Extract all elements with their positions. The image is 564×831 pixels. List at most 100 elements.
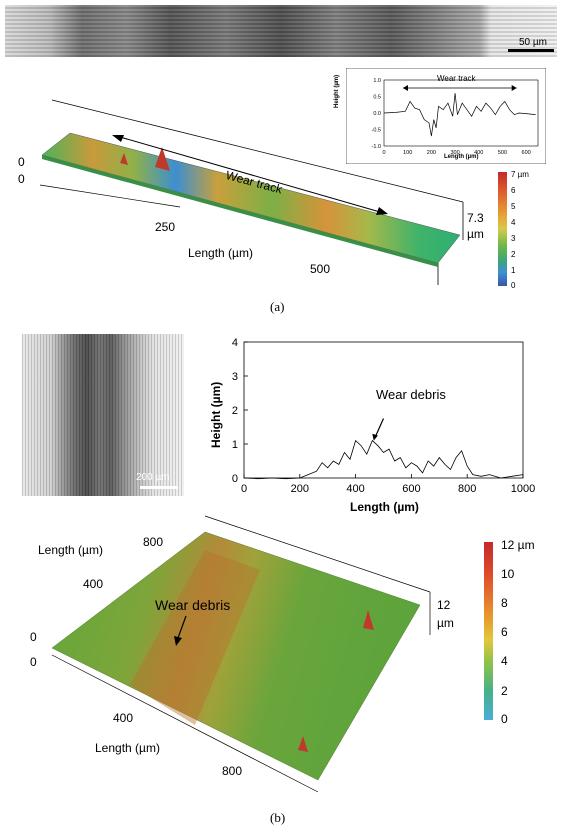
- tick-400-b2: 400: [113, 711, 134, 725]
- chart-b: 0 200 400 600 800 1000 4 3 2 1 0: [232, 337, 535, 495]
- colorbar-b-tick: 4: [501, 654, 508, 668]
- height-label-a1: 7.3: [467, 211, 484, 225]
- inset-y-tick: -1.0: [372, 144, 381, 150]
- colorbar-a-tick: 6: [511, 186, 516, 195]
- tick-800-b2: 800: [222, 764, 243, 778]
- inset-chart-frame: [346, 68, 546, 164]
- chart-b-x-tick: 600: [402, 483, 420, 495]
- box-edge: [39, 184, 181, 208]
- inset-x-tick: 200: [427, 150, 436, 156]
- arrow-head: [376, 207, 388, 215]
- colorbar-a-tick: 1: [511, 266, 516, 275]
- inset-x-tick: 400: [474, 150, 483, 156]
- scale-bar-b: [140, 486, 178, 489]
- tick-800-b1: 800: [143, 535, 164, 549]
- inset-x-tick: 600: [522, 150, 531, 156]
- colorbar-a-tick: 2: [511, 250, 516, 259]
- chart-b-y-tick: 4: [232, 337, 238, 349]
- chart-b-ylabel: Height (µm): [209, 381, 223, 448]
- chart-b-series-line: [243, 439, 524, 480]
- micrograph-b: 200 µm: [22, 334, 184, 496]
- tick-0-a1: 0: [18, 155, 25, 169]
- tick-0-b2: 0: [30, 655, 37, 669]
- chart-b-x-tick: 800: [458, 483, 476, 495]
- scale-bar-a-label: 50 µm: [519, 37, 547, 48]
- chart-b-y-tick: 1: [232, 439, 238, 451]
- wear-track-arrow: [119, 136, 381, 213]
- wear-track-edge: [42, 155, 438, 267]
- surface-b-mesh: [51, 531, 421, 781]
- tick-500-a: 500: [310, 262, 331, 276]
- inset-y-tick: 0.5: [373, 95, 381, 101]
- tick-0-b1: 0: [30, 630, 37, 644]
- chart-b-x-tick: 1000: [511, 483, 535, 495]
- chart-b-annotation: Wear debris: [376, 387, 446, 402]
- micrograph-a: 50 µm: [5, 5, 557, 57]
- colorbar-b-tick: 6: [501, 625, 508, 639]
- chart-b-x-tick: 200: [291, 483, 309, 495]
- colorbar-a-tick: 5: [511, 202, 516, 211]
- wear-band: [130, 550, 260, 725]
- chart-b-xlabel: Length (µm): [350, 500, 419, 514]
- chart-b-x-tick: 400: [346, 483, 364, 495]
- colorbar-b-tick: 0: [501, 712, 508, 726]
- box-edge: [51, 654, 319, 793]
- inset-arrow-head: [402, 85, 408, 91]
- colorbar-a: [498, 172, 507, 286]
- chart-b-arrow-head: [372, 433, 378, 441]
- inset-y-tick: -0.5: [372, 128, 381, 134]
- colorbar-b-tick: 10: [501, 567, 515, 581]
- height-label-b1: 12: [437, 598, 451, 612]
- length-label-b-top: Length (µm): [38, 543, 103, 557]
- inset-x-tick: 0: [382, 150, 385, 156]
- surface-peak: [155, 147, 170, 171]
- box-edge: [204, 515, 431, 593]
- chart-b-x-tick: 0: [241, 483, 247, 495]
- surface-b: [51, 515, 431, 793]
- chart-b-y-tick: 3: [232, 371, 238, 383]
- colorbar-a-tick: 0: [511, 281, 516, 290]
- arrow-head: [174, 636, 182, 646]
- inset-xlabel: Length (µm): [444, 154, 479, 160]
- chart-b-y-tick: 0: [232, 473, 238, 485]
- length-label-b-bottom: Length (µm): [95, 741, 160, 755]
- inset-x-tick: 500: [498, 150, 507, 156]
- colorbar-a-tick: 4: [511, 218, 516, 227]
- surface-peak: [363, 610, 374, 630]
- inset-title: Wear track: [437, 74, 476, 83]
- scale-bar-b-label: 200 µm: [136, 472, 170, 483]
- height-label-a2: µm: [467, 227, 484, 241]
- surface-b-annotation: Wear debris: [155, 597, 231, 613]
- chart-b-plot-area: [243, 341, 524, 479]
- inset-arrow-head: [511, 85, 517, 91]
- colorbar-a-tick: 7 µm: [511, 170, 529, 179]
- inset-series-line: [383, 93, 536, 137]
- tick-250-a: 250: [155, 220, 176, 234]
- scale-bar-a: [508, 49, 554, 52]
- inset-x-tick: 100: [403, 150, 412, 156]
- caption-a: (a): [270, 299, 285, 314]
- chart-b-arrow: [374, 418, 385, 438]
- inset-y-tick: 0.0: [373, 111, 381, 117]
- box-edge: [51, 99, 464, 203]
- colorbar-b: [484, 542, 493, 720]
- chart-b-y-tick: 2: [232, 405, 238, 417]
- colorbar-b-tick: 2: [501, 684, 508, 698]
- inset-y-tick: 1.0: [373, 78, 381, 84]
- inset-chart-a: 0 100 200 300 400 500 600 1.0 0.5 0.0 -0.5 -1.0: [346, 68, 546, 164]
- wear-track-surface: [41, 132, 461, 264]
- arrow-head: [112, 135, 124, 142]
- surface-peak: [120, 153, 128, 165]
- colorbar-b-tick: 8: [501, 596, 508, 610]
- surface-peak: [298, 736, 308, 752]
- length-label-a: Length (µm): [188, 246, 253, 260]
- inset-x-tick: 300: [450, 150, 459, 156]
- colorbar-b-tick: 12 µm: [501, 538, 535, 552]
- tick-400-b1: 400: [83, 577, 104, 591]
- caption-b: (b): [270, 810, 286, 825]
- colorbar-a-tick: 3: [511, 234, 516, 243]
- tick-0-a2: 0: [18, 172, 25, 186]
- height-label-b2: µm: [437, 616, 454, 630]
- debris-arrow: [177, 615, 187, 639]
- surface-a: [39, 99, 464, 285]
